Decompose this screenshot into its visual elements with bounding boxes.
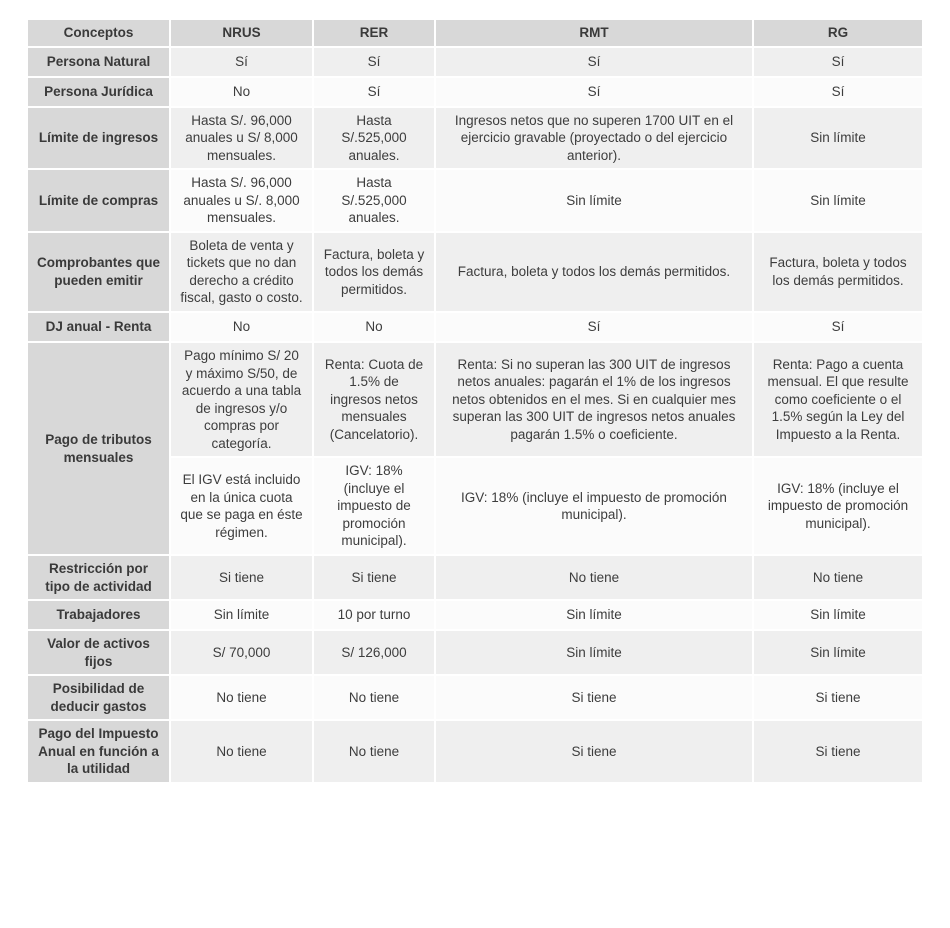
table-cell: Si tiene: [434, 719, 754, 784]
table-cell: Sí: [752, 75, 924, 108]
table-cell: Si tiene: [752, 674, 924, 722]
row-label: Límite de ingresos: [26, 105, 171, 171]
row-pago-tributos-igv: El IGV está incluido en la única cuota q…: [27, 456, 924, 557]
table-cell: No: [169, 311, 314, 344]
table-cell: Sí: [169, 45, 314, 78]
table-cell: Renta: Cuota de 1.5% de ingresos netos m…: [312, 341, 436, 459]
table-cell: Sí: [312, 45, 436, 78]
row-limite-compras: Límite de compras Hasta S/. 96,000 anual…: [26, 168, 924, 233]
table-cell: Renta: Pago a cuenta mensual. El que res…: [752, 341, 924, 459]
table-cell: Hasta S/.525,000 anuales.: [312, 105, 436, 171]
row-label: Pago de tributos mensuales: [26, 341, 171, 557]
table-cell: Factura, boleta y todos los demás permit…: [312, 230, 436, 314]
table-cell: Sin límite: [434, 168, 754, 233]
column-header-nrus: NRUS: [169, 18, 314, 48]
row-label: Persona Jurídica: [26, 75, 171, 108]
table-cell: Sí: [752, 311, 924, 344]
table-cell: Renta: Si no superan las 300 UIT de ingr…: [434, 341, 754, 459]
table-cell: Boleta de venta y tickets que no dan der…: [169, 230, 314, 314]
table-cell: Sí: [434, 45, 754, 78]
row-label: Restricción por tipo de actividad: [26, 554, 171, 602]
row-persona-juridica: Persona Jurídica No Sí Sí Sí: [26, 75, 924, 108]
row-impuesto-anual-utilidad: Pago del Impuesto Anual en función a la …: [26, 719, 924, 784]
table-cell: IGV: 18% (incluye el impuesto de promoci…: [312, 456, 436, 557]
table-cell: Sin límite: [434, 629, 754, 677]
row-persona-natural: Persona Natural Sí Sí Sí Sí: [26, 45, 924, 78]
table-cell: Sí: [312, 75, 436, 108]
row-comprobantes: Comprobantes que pueden emitir Boleta de…: [26, 230, 924, 314]
row-label: DJ anual - Renta: [26, 311, 171, 344]
table-cell: No tiene: [312, 719, 436, 784]
table-cell: Hasta S/. 96,000 anuales u S/ 8,000 mens…: [169, 105, 314, 171]
table-cell: 10 por turno: [312, 599, 436, 632]
table-cell: No tiene: [752, 554, 924, 602]
header-row: Conceptos NRUS RER RMT RG: [26, 18, 924, 48]
row-trabajadores: Trabajadores Sin límite 10 por turno Sin…: [26, 599, 924, 632]
table-cell: Sin límite: [434, 599, 754, 632]
table-cell: No tiene: [434, 554, 754, 602]
table-cell: S/ 70,000: [169, 629, 314, 677]
row-dj-anual-renta: DJ anual - Renta No No Sí Sí: [26, 311, 924, 344]
column-header-conceptos: Conceptos: [26, 18, 171, 48]
table-cell: Sí: [434, 75, 754, 108]
table-cell: Sin límite: [752, 105, 924, 171]
row-limite-ingresos: Límite de ingresos Hasta S/. 96,000 anua…: [26, 105, 924, 171]
table-cell: Sin límite: [752, 168, 924, 233]
table-cell: Sí: [752, 45, 924, 78]
table-cell: IGV: 18% (incluye el impuesto de promoci…: [752, 456, 924, 557]
table-cell: S/ 126,000: [312, 629, 436, 677]
row-label: Posibilidad de deducir gastos: [26, 674, 171, 722]
table-cell: No: [312, 311, 436, 344]
table-cell: Sin límite: [752, 599, 924, 632]
tax-regimes-comparison-table: Conceptos NRUS RER RMT RG Persona Natura…: [26, 18, 924, 784]
table-cell: No tiene: [169, 719, 314, 784]
column-header-rg: RG: [752, 18, 924, 48]
row-label: Límite de compras: [26, 168, 171, 233]
row-valor-activos-fijos: Valor de activos fijos S/ 70,000 S/ 126,…: [26, 629, 924, 677]
row-label: Persona Natural: [26, 45, 171, 78]
table-cell: No tiene: [169, 674, 314, 722]
table-cell: No: [169, 75, 314, 108]
row-label: Pago del Impuesto Anual en función a la …: [26, 719, 171, 784]
table-cell: Si tiene: [312, 554, 436, 602]
row-restriccion-actividad: Restricción por tipo de actividad Si tie…: [26, 554, 924, 602]
table-cell: IGV: 18% (incluye el impuesto de promoci…: [434, 456, 754, 557]
row-label: Valor de activos fijos: [26, 629, 171, 677]
row-pago-tributos-renta: Pago de tributos mensuales Pago mínimo S…: [26, 341, 924, 557]
table-cell: Hasta S/.525,000 anuales.: [312, 168, 436, 233]
column-header-rer: RER: [312, 18, 436, 48]
table-cell: Factura, boleta y todos los demás permit…: [434, 230, 754, 314]
table-cell: Hasta S/. 96,000 anuales u S/. 8,000 men…: [169, 168, 314, 233]
row-deducir-gastos: Posibilidad de deducir gastos No tiene N…: [26, 674, 924, 722]
table-cell: Factura, boleta y todos los demás permit…: [752, 230, 924, 314]
row-label: Comprobantes que pueden emitir: [26, 230, 171, 314]
table-cell: Pago mínimo S/ 20 y máximo S/50, de acue…: [169, 341, 314, 459]
table-cell: Si tiene: [434, 674, 754, 722]
table-cell: Si tiene: [752, 719, 924, 784]
table-cell: Ingresos netos que no superen 1700 UIT e…: [434, 105, 754, 171]
table-cell: No tiene: [312, 674, 436, 722]
row-label: Trabajadores: [26, 599, 171, 632]
table-cell: Sin límite: [752, 629, 924, 677]
table-cell: Sin límite: [169, 599, 314, 632]
table-cell: Si tiene: [169, 554, 314, 602]
table-cell: El IGV está incluido en la única cuota q…: [169, 456, 314, 557]
table-cell: Sí: [434, 311, 754, 344]
column-header-rmt: RMT: [434, 18, 754, 48]
